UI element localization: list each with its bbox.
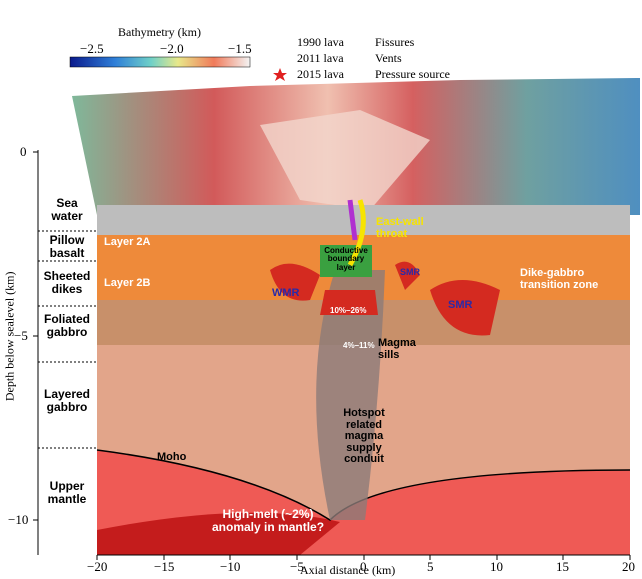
x-tick-label: −10 xyxy=(220,559,241,574)
legend-item: Vents xyxy=(375,51,402,65)
colorbar-tick: −2.0 xyxy=(160,41,184,56)
axial-high xyxy=(260,110,430,210)
vent-conduit xyxy=(347,199,358,241)
legend-item: Fissures xyxy=(375,35,415,49)
east-wall-throat xyxy=(347,199,366,267)
layer-label: Pillow basalt xyxy=(49,233,85,260)
annotation: High-melt (~2%) anomaly in mantle? xyxy=(212,507,325,534)
x-tick-label: 5 xyxy=(427,559,434,574)
layer-label: Layered gabbro xyxy=(43,387,91,414)
colorbar-title: Bathymetry (km) xyxy=(118,25,201,39)
x-tick-label: 20 xyxy=(622,559,635,574)
legend-item: 2015 lava xyxy=(297,67,344,81)
annotation: WMR xyxy=(272,287,300,299)
layer-label: Sheeted dikes xyxy=(43,269,91,296)
y-tick-label: −10 xyxy=(8,512,29,527)
annotation: Magma sills xyxy=(378,337,416,361)
x-tick-label: −5 xyxy=(290,559,304,574)
melt-lens xyxy=(320,290,378,315)
wmr-lens xyxy=(270,263,320,301)
x-tick-label: −20 xyxy=(87,559,108,574)
annotation: SMR xyxy=(448,299,473,311)
annotation: East-wall throat xyxy=(376,216,424,240)
y-tick-label: 0 xyxy=(20,144,27,159)
layer-label: Foliated gabbro xyxy=(43,312,90,339)
annotation: Dike-gabbro transition zone xyxy=(520,267,599,291)
colorbar-tick: −2.5 xyxy=(80,41,104,56)
annotation: Layer 2B xyxy=(104,277,151,289)
annotation: Layer 2A xyxy=(104,236,151,248)
x-axis-label: Axial distance (km) xyxy=(300,563,396,577)
x-tick-label: 0 xyxy=(360,559,367,574)
high-melt-anomaly xyxy=(97,512,340,555)
x-tick-label: −15 xyxy=(154,559,175,574)
conductive-layer xyxy=(320,245,372,277)
annotation: Conductive boundary layer xyxy=(324,246,368,272)
layer-label: Upper mantle xyxy=(47,479,87,506)
annotation: Moho xyxy=(157,451,187,463)
y-tick-label: −5 xyxy=(14,328,28,343)
layer-label: Sea water xyxy=(51,196,83,223)
annotation: SMR xyxy=(400,267,420,277)
smr-small xyxy=(395,261,420,290)
smr-lens xyxy=(430,280,500,336)
annotation: 10%–26% xyxy=(330,306,367,315)
legend-item: 2011 lava xyxy=(297,51,344,65)
pressure-source-icon xyxy=(273,68,287,81)
colorbar-tick: −1.5 xyxy=(228,41,252,56)
x-tick-label: 15 xyxy=(556,559,569,574)
colorbar xyxy=(69,56,251,68)
tick-marks xyxy=(33,151,631,560)
magma-conduit xyxy=(316,270,385,520)
annotation: Hotspot related magma supply conduit xyxy=(343,407,385,466)
layer-boundaries xyxy=(38,230,97,449)
legend-item: Pressure source xyxy=(375,67,450,81)
annotation: 4%–11% xyxy=(343,341,375,350)
legend-item: 1990 lava xyxy=(297,35,344,49)
x-tick-label: 10 xyxy=(490,559,503,574)
